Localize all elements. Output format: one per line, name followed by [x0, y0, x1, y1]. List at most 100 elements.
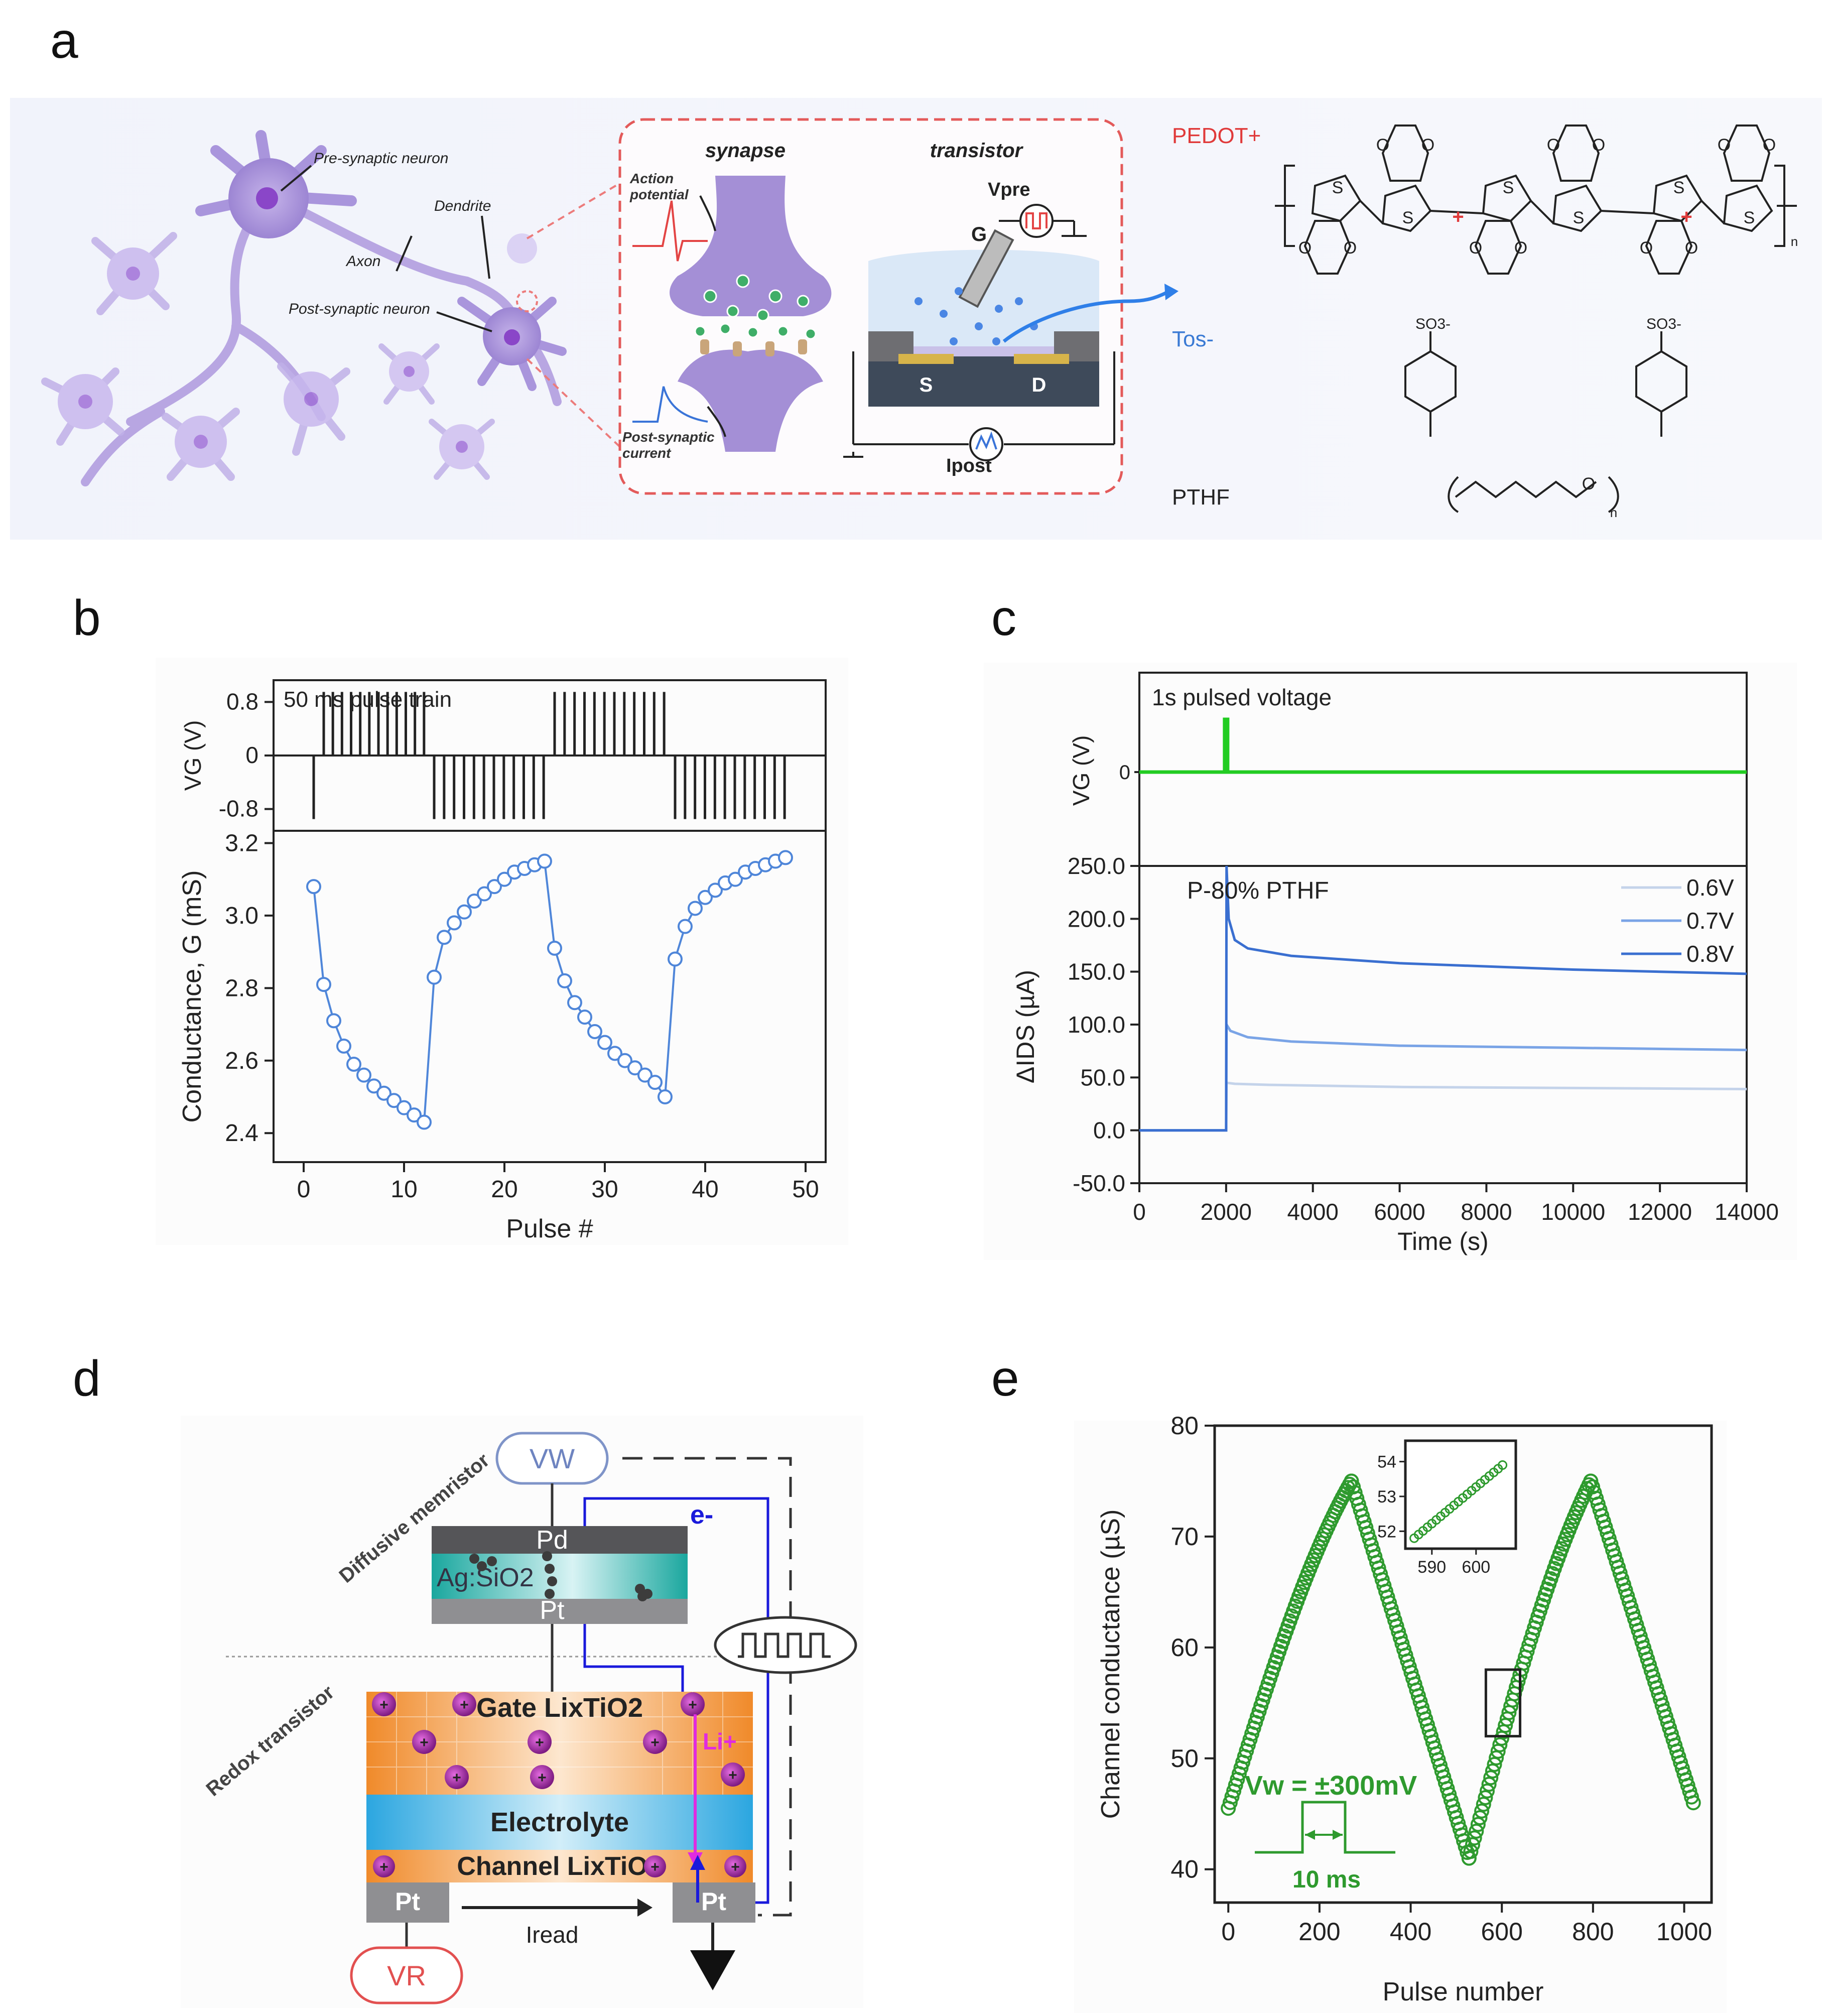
b-data-point: [467, 894, 482, 909]
e-data-point: [1467, 1830, 1482, 1846]
b-data-point: [427, 969, 442, 985]
e-data-point: [1463, 1844, 1479, 1859]
oxygen-atom: O: [1718, 136, 1731, 155]
b-data-point: [306, 879, 321, 895]
redox-transistor: Gate LixTiO2 Electrolyte Channel LixTiO2…: [366, 1692, 755, 1923]
ion-plus: +: [535, 1734, 544, 1751]
electron-label: e-: [690, 1500, 713, 1530]
panel-label-a: a: [50, 13, 78, 69]
positive-charge: +: [1452, 206, 1464, 228]
e-inset-plot: 590 600 52 53 54: [1377, 1439, 1517, 1577]
b-data-point: [407, 1107, 422, 1123]
panel-c: 0 0 2000 4000 6000 8000 10000 12000 14000-50.00…: [984, 663, 1797, 1260]
sulfur-atom: S: [1332, 178, 1344, 197]
b-data-point: [547, 940, 562, 956]
b-xtick-label: 40: [692, 1176, 718, 1203]
c-ytick-label: 200.0: [1068, 906, 1125, 932]
b-data-point: [497, 871, 512, 887]
b-data-point: [356, 1067, 371, 1083]
b-data-point: [658, 1089, 673, 1104]
b-data-point: [477, 886, 492, 902]
oxygen-atom: O: [1763, 136, 1776, 155]
e-data-point: [1476, 1797, 1491, 1812]
e-scatter-plot: 0 200 400 600 800 1000 40 50 60 70 80: [1170, 1412, 1712, 1946]
e-data-point: [1481, 1777, 1497, 1792]
b-xlabel: Pulse #: [506, 1214, 593, 1243]
b-data-point: [457, 904, 472, 920]
panel-b: 0.8 0 -0.8 0 10 20 30 40 50 2.4 2.6 2.8 3.0 3.2 50 m…: [156, 658, 848, 1245]
b-ytick-label: 2.4: [225, 1120, 258, 1147]
transistor-title: transistor: [930, 140, 1024, 162]
b-data-point: [678, 919, 693, 934]
ion-plus: +: [650, 1859, 660, 1875]
background-neurons: [41, 232, 537, 481]
vr-source: [350, 1946, 463, 2004]
b-data-point: [607, 1046, 622, 1061]
so3-label: SO3-: [1415, 316, 1451, 332]
b-xtick-label: 10: [390, 1176, 417, 1203]
e-xtick-label: 0: [1221, 1918, 1235, 1946]
sulfur-atom: S: [1503, 178, 1514, 197]
positive-charge: +: [1680, 206, 1692, 228]
post-synaptic-current-label: Post-synaptic current: [622, 429, 715, 461]
pthf-label: PTHF: [1172, 485, 1230, 510]
e-data-point: [1470, 1817, 1486, 1832]
b-data-point: [688, 901, 703, 916]
e-data-point: [1483, 1770, 1499, 1786]
panel-a: Pre-synaptic neuron Dendrite Axon Post-s…: [10, 98, 1822, 540]
repeat-n-label: n: [1791, 234, 1798, 249]
oxygen-atom: O: [1547, 136, 1560, 155]
c-xtick-label: 12000: [1628, 1199, 1692, 1225]
c-xtick-label: 6000: [1374, 1199, 1425, 1225]
b-data-point: [577, 1010, 592, 1025]
transistor-drawing: S D G Vpre: [843, 179, 1179, 476]
e-ytick-label: 80: [1170, 1412, 1199, 1440]
e-data-point: [1461, 1850, 1477, 1866]
ground-icon: [690, 1950, 735, 1990]
e-data-point: [1465, 1837, 1480, 1852]
sulfur-atom: S: [1673, 178, 1685, 197]
oxygen-atom: O: [1582, 474, 1595, 493]
e-data-point: [1485, 1763, 1500, 1779]
b-data-point: [316, 977, 331, 992]
e-inset-ytick-label: 54: [1377, 1453, 1396, 1472]
c-top-title: 1s pulsed voltage: [1152, 684, 1332, 710]
c-ytick-label: 0.0: [1093, 1117, 1125, 1144]
e-ytick-label: 60: [1170, 1633, 1199, 1662]
label-pre-synaptic: Pre-synaptic neuron: [314, 150, 448, 167]
vr-label: VR: [387, 1960, 426, 1991]
e-xtick-label: 200: [1298, 1918, 1340, 1946]
b-data-point: [668, 951, 683, 967]
b-data-point: [346, 1057, 361, 1072]
e-inset-xtick-label: 600: [1462, 1558, 1490, 1577]
oxygen-atom: O: [1344, 238, 1357, 258]
c-xtick-label: 2000: [1201, 1199, 1252, 1225]
gate-label: Gate LixTiO2: [476, 1693, 643, 1723]
drain-label: D: [1032, 374, 1047, 396]
ion-plus: +: [650, 1734, 660, 1751]
neuron-pre: [195, 130, 357, 238]
pd-label: Pd: [536, 1526, 568, 1555]
b-data-point: [627, 1060, 642, 1076]
synapse-transistor-inset: synapse transistor: [618, 118, 1179, 495]
b-data-point: [637, 1067, 652, 1083]
c-legend-label: 0.7V: [1686, 908, 1734, 934]
sulfur-atom: S: [1573, 208, 1585, 227]
e-data-point: [1474, 1803, 1490, 1819]
repeat-n-label: n: [1610, 505, 1617, 520]
b-data-point: [567, 995, 582, 1011]
e-annotation-voltage: Vw = ±300mV: [1245, 1771, 1417, 1801]
sulfur-atom: S: [1402, 208, 1414, 227]
b-data-point: [708, 883, 723, 898]
b-data-point: [698, 890, 713, 905]
b-data-point: [597, 1035, 612, 1050]
c-current-plot: 0 2000 4000 6000 8000 10000 12000 14000 -50.0 0.0…: [1068, 853, 1779, 1225]
label-dendrite: Dendrite: [434, 198, 491, 214]
label-post-synaptic: Post-synaptic neuron: [289, 301, 430, 317]
oxygen-atom: O: [1376, 136, 1389, 155]
b-bottom-axes-frame: [273, 830, 827, 1163]
e-data-point: [1487, 1756, 1502, 1772]
label-axon: Axon: [345, 253, 380, 270]
c-voltage-pulse: [1139, 717, 1747, 774]
